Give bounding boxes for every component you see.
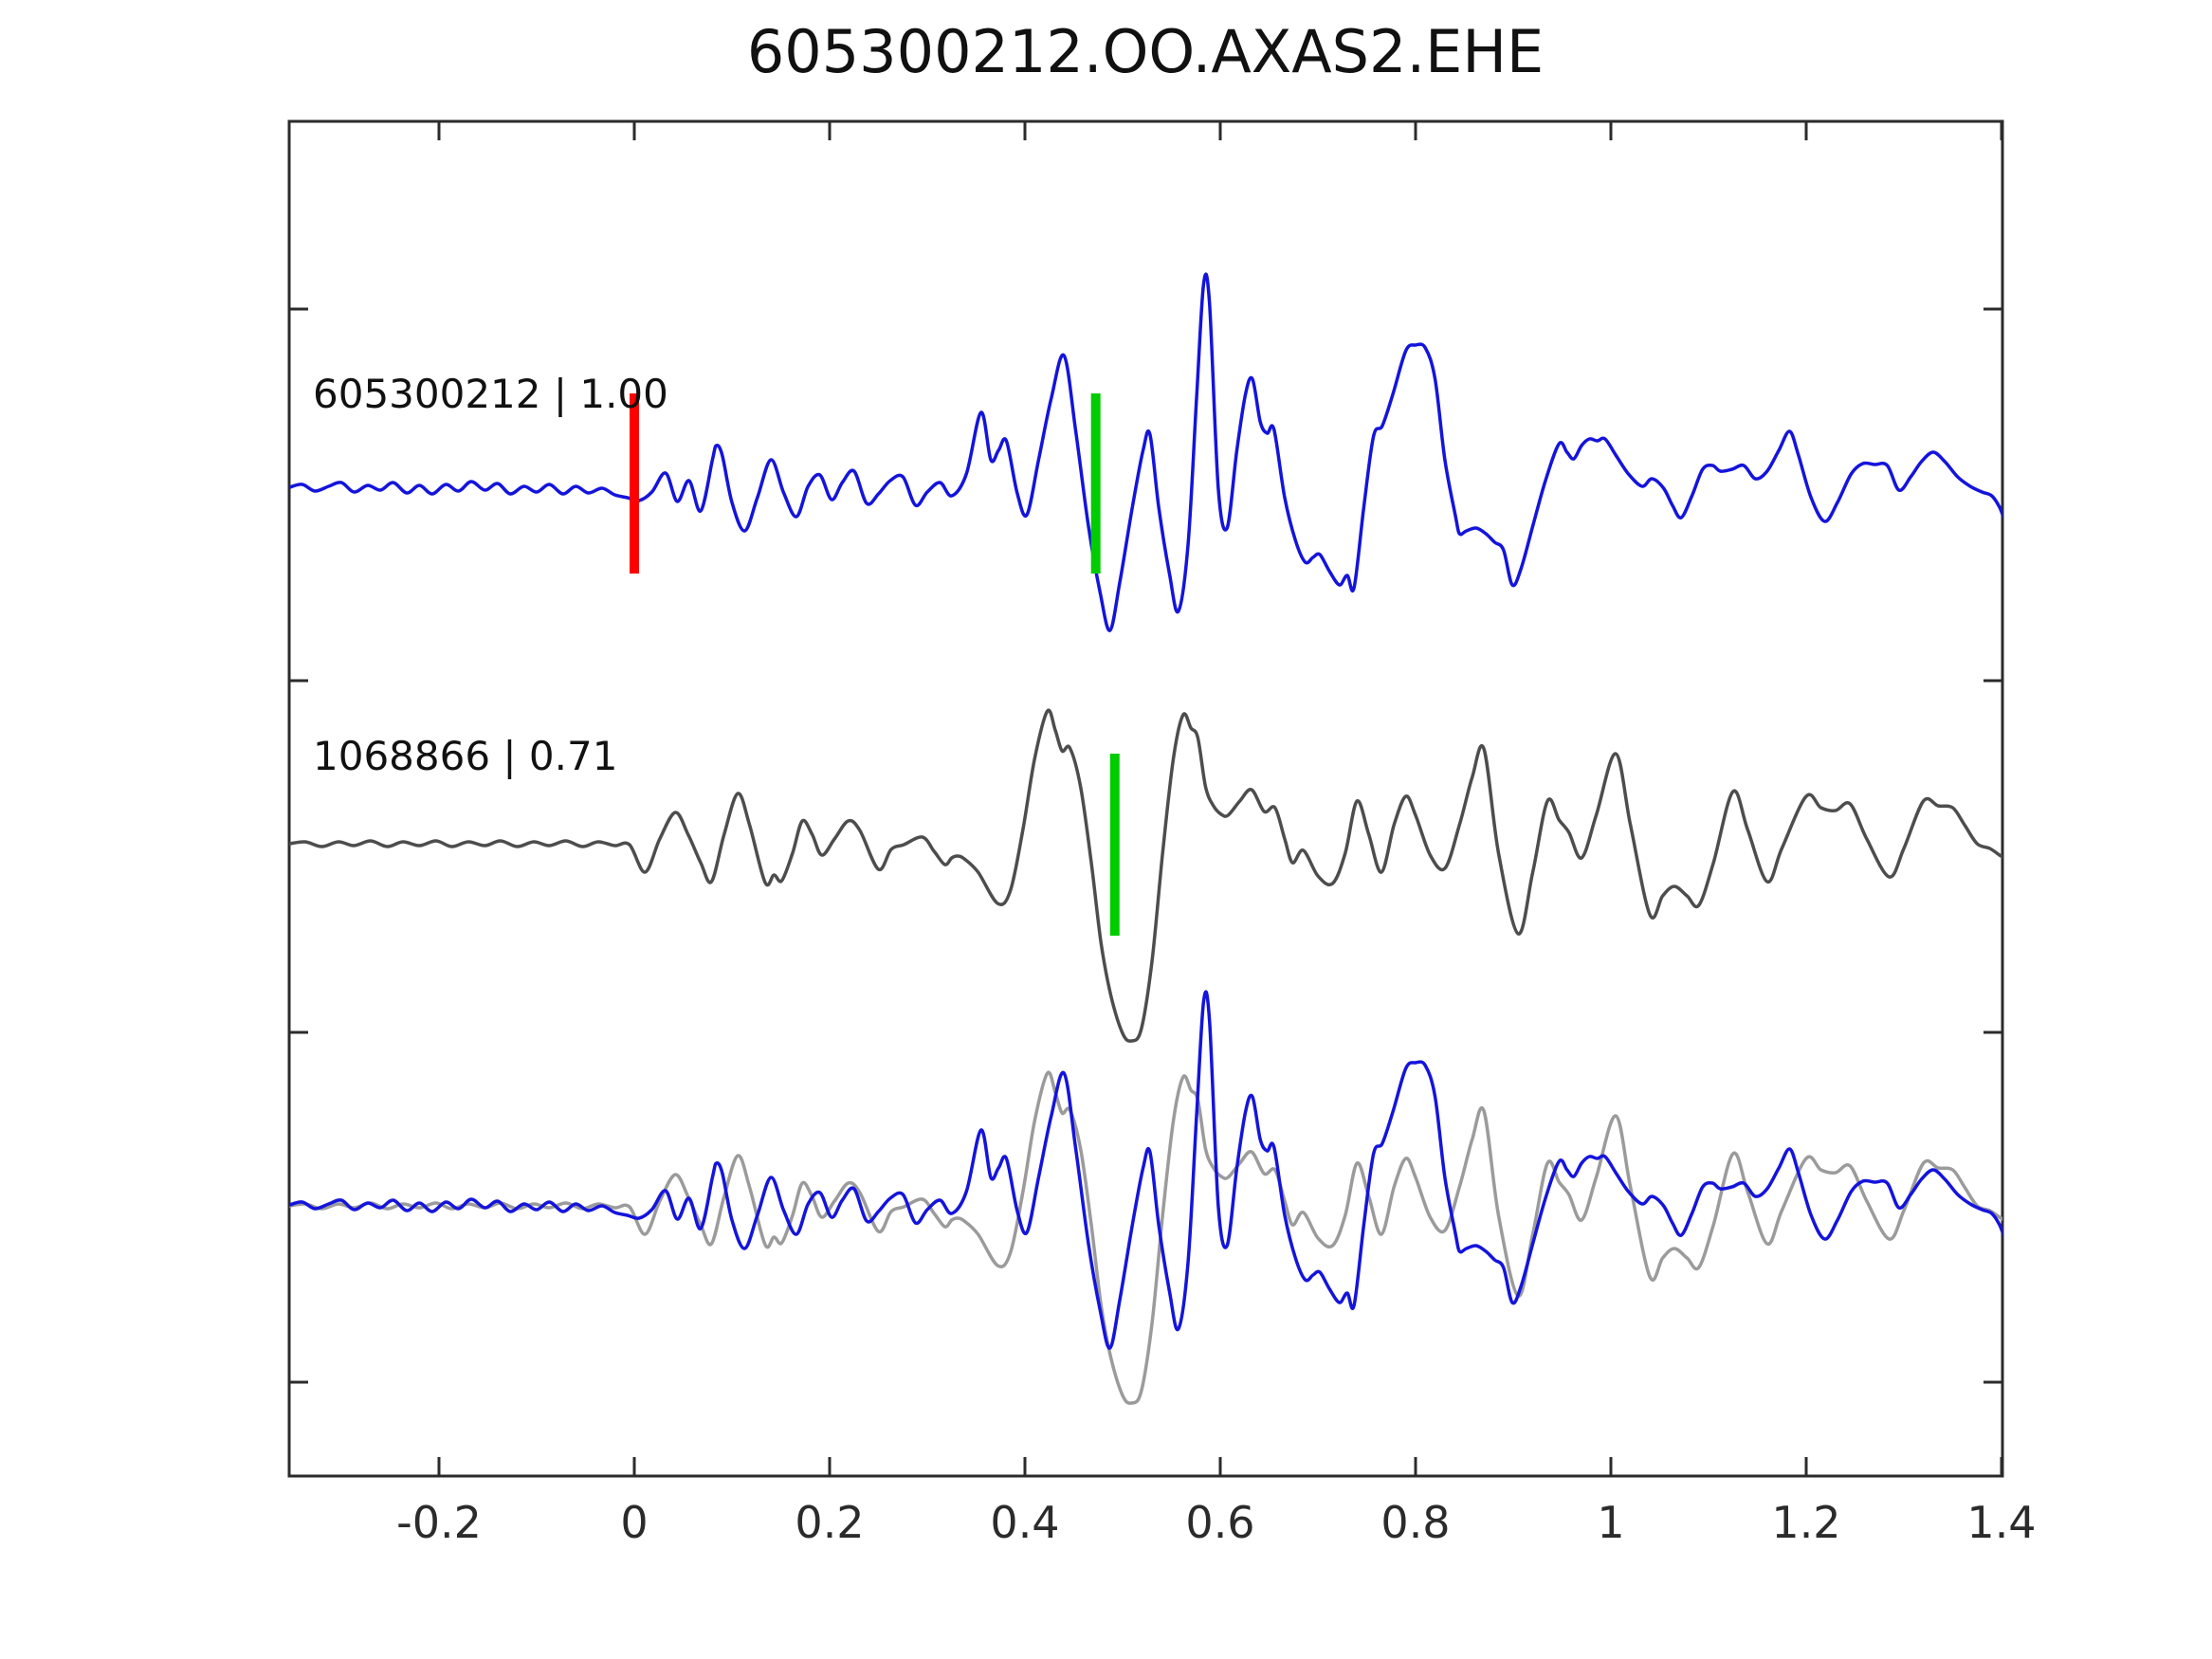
trace-detection-row2 xyxy=(289,708,2002,1043)
trace-template-row3 xyxy=(289,990,2002,1350)
axes-frame xyxy=(287,119,2004,1478)
x-tick-label: 1 xyxy=(1597,1497,1624,1548)
x-tick-label: 0.6 xyxy=(1185,1497,1254,1548)
traces xyxy=(289,272,2002,1405)
figure-title: 605300212.OO.AXAS2.EHE xyxy=(747,17,1544,86)
x-tick-label: 1.2 xyxy=(1771,1497,1840,1548)
trace-label-template: 605300212 | 1.00 xyxy=(313,371,668,417)
x-tick-labels: -0.2 0 0.2 0.4 0.6 0.8 1 1.2 1.4 xyxy=(396,1497,2036,1548)
trace-template-row1 xyxy=(289,272,2002,632)
x-tick-label: 0.8 xyxy=(1380,1497,1450,1548)
x-tick-label: 0 xyxy=(620,1497,648,1548)
x-tick-label: 0.2 xyxy=(795,1497,864,1548)
x-tick-label: 0.4 xyxy=(990,1497,1059,1548)
axes xyxy=(287,119,2004,1478)
pick-markers xyxy=(630,393,1120,936)
x-tick-label: 1.4 xyxy=(1966,1497,2036,1548)
trace-label-detection: 1068866 | 0.71 xyxy=(313,733,617,779)
trace-detection-row3 xyxy=(289,1070,2002,1405)
x-tick-label: -0.2 xyxy=(396,1497,482,1548)
